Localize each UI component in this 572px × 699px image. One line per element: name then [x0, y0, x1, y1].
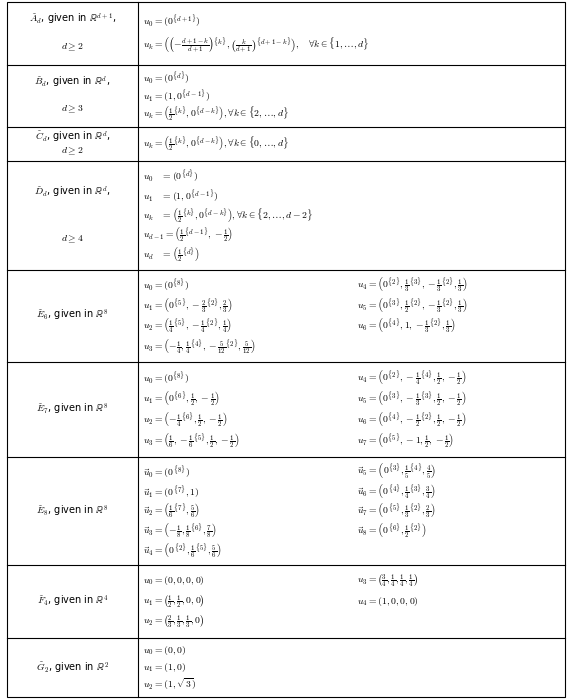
- Text: $\vec{u}_4 = \left(0^{\{2\}},\frac{1}{6}^{\{5\}},\frac{5}{6}\right)$: $\vec{u}_4 = \left(0^{\{2\}},\frac{1}{6}…: [143, 542, 222, 560]
- Text: $\vec{u}_8 = \left(0^{\{6\}},\frac{1}{2}^{\{2\}}\right)$: $\vec{u}_8 = \left(0^{\{6\}},\frac{1}{2}…: [357, 521, 427, 540]
- Text: $u_2 = \left(-\frac{1}{4}^{\{6\}},\frac{1}{2},-\frac{1}{2}\right)$: $u_2 = \left(-\frac{1}{4}^{\{6\}},\frac{…: [143, 411, 228, 429]
- Text: $u_0 = (0,0,0,0)$: $u_0 = (0,0,0,0)$: [143, 575, 205, 587]
- Text: $\tilde{E}_6$, given in $\mathbb{R}^{8}$: $\tilde{E}_6$, given in $\mathbb{R}^{8}$: [36, 308, 109, 324]
- Text: $d \geq 4$: $d \geq 4$: [61, 233, 84, 245]
- Text: $u_2 = \left(\frac{2}{3},\frac{1}{3},\frac{1}{3},0\right)$: $u_2 = \left(\frac{2}{3},\frac{1}{3},\fr…: [143, 614, 205, 630]
- Text: $\tilde{B}_d$, given in $\mathbb{R}^{d}$,: $\tilde{B}_d$, given in $\mathbb{R}^{d}$…: [34, 75, 110, 90]
- Text: $u_0 = (0,0)$: $u_0 = (0,0)$: [143, 644, 186, 657]
- Text: $u_4 = \left(0^{\{2\}},-\frac{1}{4}^{\{4\}},\frac{1}{2},-\frac{1}{2}\right)$: $u_4 = \left(0^{\{2\}},-\frac{1}{4}^{\{4…: [357, 368, 466, 387]
- Text: $u_0 = (0^{\{8\}})$: $u_0 = (0^{\{8\}})$: [143, 369, 190, 386]
- Text: $\tilde{E}_8$, given in $\mathbb{R}^{8}$: $\tilde{E}_8$, given in $\mathbb{R}^{8}$: [36, 503, 109, 519]
- Text: $\tilde{D}_d$, given in $\mathbb{R}^{d}$,: $\tilde{D}_d$, given in $\mathbb{R}^{d}$…: [34, 184, 111, 199]
- Text: $\tilde{E}_7$, given in $\mathbb{R}^{8}$: $\tilde{E}_7$, given in $\mathbb{R}^{8}$: [36, 402, 109, 417]
- Text: $u_k = \left(\left(-\frac{d+1-k}{d+1}\right)^{\{k\}},\left(\frac{k}{d+1}\right)^: $u_k = \left(\left(-\frac{d+1-k}{d+1}\ri…: [143, 36, 370, 55]
- Text: $d \geq 3$: $d \geq 3$: [61, 103, 84, 115]
- Text: $\tilde{C}_d$, given in $\mathbb{R}^{d}$,: $\tilde{C}_d$, given in $\mathbb{R}^{d}$…: [34, 129, 110, 144]
- Text: $u_4 = \left(0^{\{2\}},\frac{1}{3}^{\{3\}},-\frac{1}{3}^{\{2\}},\frac{1}{3}\righ: $u_4 = \left(0^{\{2\}},\frac{1}{3}^{\{3\…: [357, 276, 467, 294]
- Text: $u_k = \left(\frac{1}{2}^{\{k\}},0^{\{d-k\}}\right),\forall k \in \{0,\ldots,d\}: $u_k = \left(\frac{1}{2}^{\{k\}},0^{\{d-…: [143, 135, 289, 153]
- Text: $u_3 = \left(-\frac{1}{4},\frac{1}{4}^{\{4\}},-\frac{5}{12}^{\{2\}},\frac{5}{12}: $u_3 = \left(-\frac{1}{4},\frac{1}{4}^{\…: [143, 337, 256, 356]
- Text: $\tilde{G}_2$, given in $\mathbb{R}^{2}$: $\tilde{G}_2$, given in $\mathbb{R}^{2}$: [36, 660, 109, 675]
- Text: $u_1\quad = (1,0^{\{d-1\}})$: $u_1\quad = (1,0^{\{d-1\}})$: [143, 187, 219, 204]
- Text: $u_5 = \left(0^{\{3\}},-\frac{1}{3}^{\{3\}},\frac{1}{2},-\frac{1}{2}\right)$: $u_5 = \left(0^{\{3\}},-\frac{1}{3}^{\{3…: [357, 389, 466, 408]
- Text: $\vec{u}_3 = \left(-\frac{1}{8},\frac{1}{8}^{\{6\}},\frac{7}{8}\right)$: $\vec{u}_3 = \left(-\frac{1}{8},\frac{1}…: [143, 521, 217, 540]
- Text: $u_1 = (1,0^{\{d-1\}})$: $u_1 = (1,0^{\{d-1\}})$: [143, 87, 210, 104]
- Text: $u_0 = (0^{\{d+1\}})$: $u_0 = (0^{\{d+1\}})$: [143, 13, 201, 29]
- Text: $\vec{u}_2 = \left(\frac{1}{6}^{\{7\}},\frac{5}{6}\right)$: $\vec{u}_2 = \left(\frac{1}{6}^{\{7\}},\…: [143, 502, 200, 521]
- Text: $u_4 = (1,0,0,0)$: $u_4 = (1,0,0,0)$: [357, 595, 419, 608]
- Text: $u_0 = (0^{\{d\}})$: $u_0 = (0^{\{d\}})$: [143, 69, 190, 87]
- Text: $u_1 = \left(0^{\{5\}},-\frac{2}{3}^{\{2\}},\frac{2}{3}\right)$: $u_1 = \left(0^{\{5\}},-\frac{2}{3}^{\{2…: [143, 296, 233, 315]
- Text: $u_7 = \left(0^{\{5\}},-1,\frac{1}{2},-\frac{1}{2}\right)$: $u_7 = \left(0^{\{5\}},-1,\frac{1}{2},-\…: [357, 432, 454, 450]
- Text: $\vec{u}_5 = \left(0^{\{3\}},\frac{1}{5}^{\{4\}},\frac{4}{5}\right)$: $\vec{u}_5 = \left(0^{\{3\}},\frac{1}{5}…: [357, 462, 436, 482]
- Text: $u_1 = \left(0^{\{6\}},\frac{1}{2},-\frac{1}{2}\right)$: $u_1 = \left(0^{\{6\}},\frac{1}{2},-\fra…: [143, 389, 220, 408]
- Text: $\tilde{A}_d$, given in $\mathbb{R}^{d+1}$,: $\tilde{A}_d$, given in $\mathbb{R}^{d+1…: [29, 12, 116, 27]
- Text: $u_3 = \left(\frac{3}{4},\frac{1}{4},\frac{1}{4},\frac{1}{4}\right)$: $u_3 = \left(\frac{3}{4},\frac{1}{4},\fr…: [357, 572, 418, 589]
- Text: $u_d\quad = \left(\frac{1}{2}^{\{d\}}\right)$: $u_d\quad = \left(\frac{1}{2}^{\{d\}}\ri…: [143, 245, 200, 264]
- Text: $u_6 = \left(0^{\{4\}},-\frac{1}{2}^{\{2\}},\frac{1}{2},-\frac{1}{2}\right)$: $u_6 = \left(0^{\{4\}},-\frac{1}{2}^{\{2…: [357, 411, 466, 429]
- Text: $\vec{u}_0 = (0^{\{8\}})$: $\vec{u}_0 = (0^{\{8\}})$: [143, 463, 190, 480]
- Text: $d \geq 2$: $d \geq 2$: [61, 146, 84, 157]
- Text: $\vec{u}_6 = \left(0^{\{4\}},\frac{1}{4}^{\{3\}},\frac{3}{4}\right)$: $\vec{u}_6 = \left(0^{\{4\}},\frac{1}{4}…: [357, 482, 435, 500]
- Text: $u_0\quad = (0^{\{d\}})$: $u_0\quad = (0^{\{d\}})$: [143, 168, 198, 185]
- Text: $u_5 = \left(0^{\{3\}},\frac{1}{2}^{\{2\}},-\frac{1}{3}^{\{2\}},\frac{1}{3}\righ: $u_5 = \left(0^{\{3\}},\frac{1}{2}^{\{2\…: [357, 296, 467, 315]
- Text: $u_6 = \left(0^{\{4\}},1,-\frac{1}{3}^{\{2\}},\frac{1}{3}\right)$: $u_6 = \left(0^{\{4\}},1,-\frac{1}{3}^{\…: [357, 317, 455, 335]
- Text: $u_2 = \left(\frac{1}{4}^{\{5\}},-\frac{1}{4}^{\{2\}},\frac{1}{4}\right)$: $u_2 = \left(\frac{1}{4}^{\{5\}},-\frac{…: [143, 317, 232, 335]
- Text: $\vec{u}_7 = \left(0^{\{5\}},\frac{1}{3}^{\{2\}},\frac{2}{3}\right)$: $\vec{u}_7 = \left(0^{\{5\}},\frac{1}{3}…: [357, 502, 435, 521]
- Text: $\vec{u}_1 = (0^{\{7\}},1)$: $\vec{u}_1 = (0^{\{7\}},1)$: [143, 483, 200, 500]
- Text: $u_k = \left(\frac{1}{2}^{\{k\}},0^{\{d-k\}}\right),\forall k \in \{2,\ldots,d\}: $u_k = \left(\frac{1}{2}^{\{k\}},0^{\{d-…: [143, 104, 289, 123]
- Text: $u_k\quad = \left(\frac{1}{2}^{\{k\}},0^{\{d-k\}}\right),\forall k \in \{2,\ldot: $u_k\quad = \left(\frac{1}{2}^{\{k\}},0^…: [143, 206, 313, 224]
- Text: $u_1 = (1,0)$: $u_1 = (1,0)$: [143, 661, 186, 674]
- Text: $u_2 = (1,\sqrt{3})$: $u_2 = (1,\sqrt{3})$: [143, 677, 196, 692]
- Text: $\tilde{F}_4$, given in $\mathbb{R}^{4}$: $\tilde{F}_4$, given in $\mathbb{R}^{4}$: [37, 594, 109, 610]
- Text: $d \geq 2$: $d \geq 2$: [61, 41, 84, 52]
- Text: $u_1 = \left(\frac{1}{2},\frac{1}{2},0,0\right)$: $u_1 = \left(\frac{1}{2},\frac{1}{2},0,0…: [143, 593, 205, 610]
- Text: $u_{d-1} = \left(\frac{1}{2}^{\{d-1\}},-\frac{1}{2}\right)$: $u_{d-1} = \left(\frac{1}{2}^{\{d-1\}},-…: [143, 226, 233, 245]
- Text: $u_0 = (0^{\{8\}})$: $u_0 = (0^{\{8\}})$: [143, 277, 190, 294]
- Text: $u_3 = \left(\frac{1}{6},-\frac{1}{6}^{\{5\}},\frac{1}{2},-\frac{1}{2}\right)$: $u_3 = \left(\frac{1}{6},-\frac{1}{6}^{\…: [143, 432, 240, 450]
